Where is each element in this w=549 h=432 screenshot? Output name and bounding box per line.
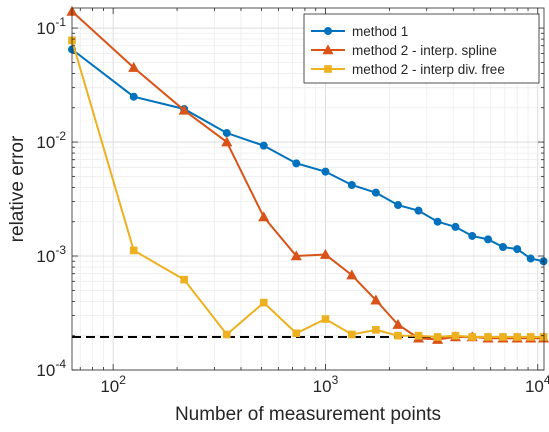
legend-marker	[322, 44, 334, 55]
data-point	[539, 333, 548, 341]
y-tick-label: 10-4	[36, 357, 66, 380]
plot-frame	[71, 7, 545, 371]
data-point	[221, 136, 233, 147]
legend-label: method 1	[352, 24, 408, 39]
y-tick-labels: 10-410-310-210-1	[36, 15, 66, 380]
data-point	[394, 331, 402, 340]
data-point	[433, 333, 442, 341]
data-point	[414, 331, 423, 340]
data-point	[433, 217, 442, 226]
data-point	[346, 269, 358, 280]
data-point	[128, 61, 140, 72]
data-point	[178, 104, 190, 115]
data-point	[499, 333, 507, 341]
data-point	[292, 329, 301, 338]
y-tick-label: 10-3	[36, 243, 66, 266]
y-tick-label: 10-1	[36, 15, 66, 38]
legend: method 1 method 2 - interp. spline method …	[303, 13, 540, 84]
tick-label-base: 10	[36, 247, 55, 266]
data-point	[290, 250, 302, 261]
legend-label: method 2 - interp. spline	[352, 43, 497, 58]
data-point	[321, 167, 330, 176]
x-axis-label: Number of measurement points	[175, 404, 441, 425]
tick-label-exponent: -2	[55, 129, 66, 143]
data-point	[513, 245, 522, 254]
y-tick-label: 10-2	[36, 129, 66, 152]
data-point	[292, 159, 301, 168]
data-point	[347, 180, 356, 189]
tick-label-base: 10	[100, 377, 119, 396]
data-point	[451, 331, 460, 340]
data-point	[392, 318, 404, 329]
legend-entry-2: method 2 - interp. spline	[311, 43, 497, 58]
tick-label-exponent: 3	[332, 373, 339, 387]
data-point	[394, 201, 403, 210]
tick-label-exponent: -1	[55, 15, 66, 29]
legend-label: method 2 - interp div. free	[352, 62, 505, 77]
data-point	[222, 330, 231, 339]
tick-label-exponent: -3	[55, 243, 66, 257]
data-point	[259, 298, 268, 307]
data-point	[347, 330, 356, 339]
data-point	[468, 231, 477, 240]
data-point	[180, 275, 188, 284]
x-tick-label: 103	[313, 373, 339, 396]
data-point	[414, 206, 423, 215]
data-point	[321, 315, 330, 323]
data-point	[222, 129, 231, 138]
data-point	[513, 333, 522, 341]
data-point	[259, 141, 268, 150]
tick-label-base: 10	[36, 19, 55, 38]
x-tick-labels: 102 103 104	[100, 373, 549, 396]
data-point	[371, 188, 380, 197]
tick-label-base: 10	[313, 377, 332, 396]
legend-marker	[324, 65, 332, 73]
series-3	[68, 36, 548, 341]
tick-label-base: 10	[525, 377, 544, 396]
data-point	[129, 246, 138, 255]
tick-label-exponent: 4	[544, 373, 549, 387]
data-point	[319, 248, 331, 259]
tick-label-exponent: 2	[119, 373, 126, 387]
data-point	[451, 222, 460, 231]
data-point	[468, 333, 477, 341]
x-tick-label: 104	[525, 373, 549, 396]
data-point	[372, 326, 380, 334]
legend-entry-1: method 1	[311, 24, 408, 39]
data-point	[484, 235, 493, 244]
legend-marker	[323, 26, 332, 35]
data-point	[258, 211, 270, 222]
ticks	[72, 8, 544, 371]
legend-box	[303, 13, 540, 84]
data-point	[526, 333, 535, 341]
tick-label-base: 10	[36, 133, 55, 152]
legend-entry-3: method 2 - interp div. free	[311, 62, 505, 77]
tick-label-exponent: -4	[55, 357, 66, 371]
data-point	[129, 92, 138, 101]
data-point	[526, 254, 535, 263]
data-point	[498, 242, 507, 251]
x-tick-label: 102	[100, 373, 126, 396]
series-1	[68, 45, 548, 266]
data-point	[484, 333, 492, 341]
y-axis-label: relative error	[7, 135, 28, 242]
data-point	[370, 294, 382, 305]
tick-label-base: 10	[36, 361, 55, 380]
series-group	[66, 5, 549, 344]
